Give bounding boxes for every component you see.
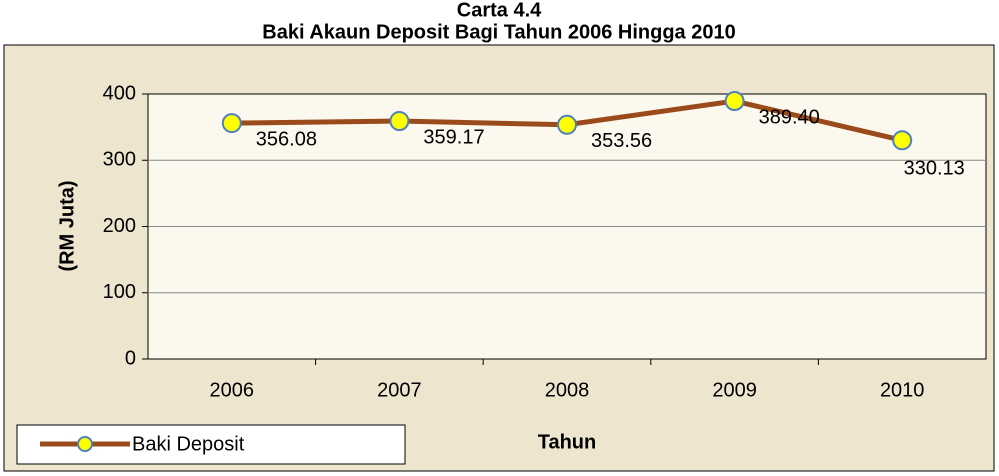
legend-marker: [77, 436, 93, 452]
y-axis-label: (RM Juta): [56, 180, 78, 271]
x-tick-label: 2007: [377, 379, 422, 401]
data-label: 356.08: [256, 128, 317, 150]
chart-title: Carta 4.4: [457, 0, 542, 21]
x-tick-label: 2010: [880, 379, 925, 401]
data-label: 353.56: [591, 130, 652, 152]
y-tick-label: 400: [103, 82, 136, 104]
x-tick-label: 2008: [545, 379, 590, 401]
y-tick-label: 0: [125, 347, 136, 369]
data-point: [892, 130, 913, 151]
y-tick-label: 100: [103, 281, 136, 303]
chart-subtitle: Baki Akaun Deposit Bagi Tahun 2006 Hingg…: [262, 21, 735, 43]
legend-label: Baki Deposit: [132, 433, 245, 455]
data-label: 359.17: [423, 126, 484, 148]
data-point: [221, 113, 242, 134]
x-tick-label: 2009: [712, 379, 757, 401]
data-label: 330.13: [904, 158, 965, 180]
data-label: 389.40: [759, 106, 820, 128]
data-point: [557, 114, 577, 135]
y-tick-label: 300: [103, 149, 136, 171]
x-tick-label: 2006: [210, 379, 255, 401]
x-axis-label: Tahun: [538, 431, 597, 453]
data-point: [389, 111, 410, 132]
data-point: [724, 91, 745, 112]
y-tick-label: 200: [103, 215, 136, 237]
